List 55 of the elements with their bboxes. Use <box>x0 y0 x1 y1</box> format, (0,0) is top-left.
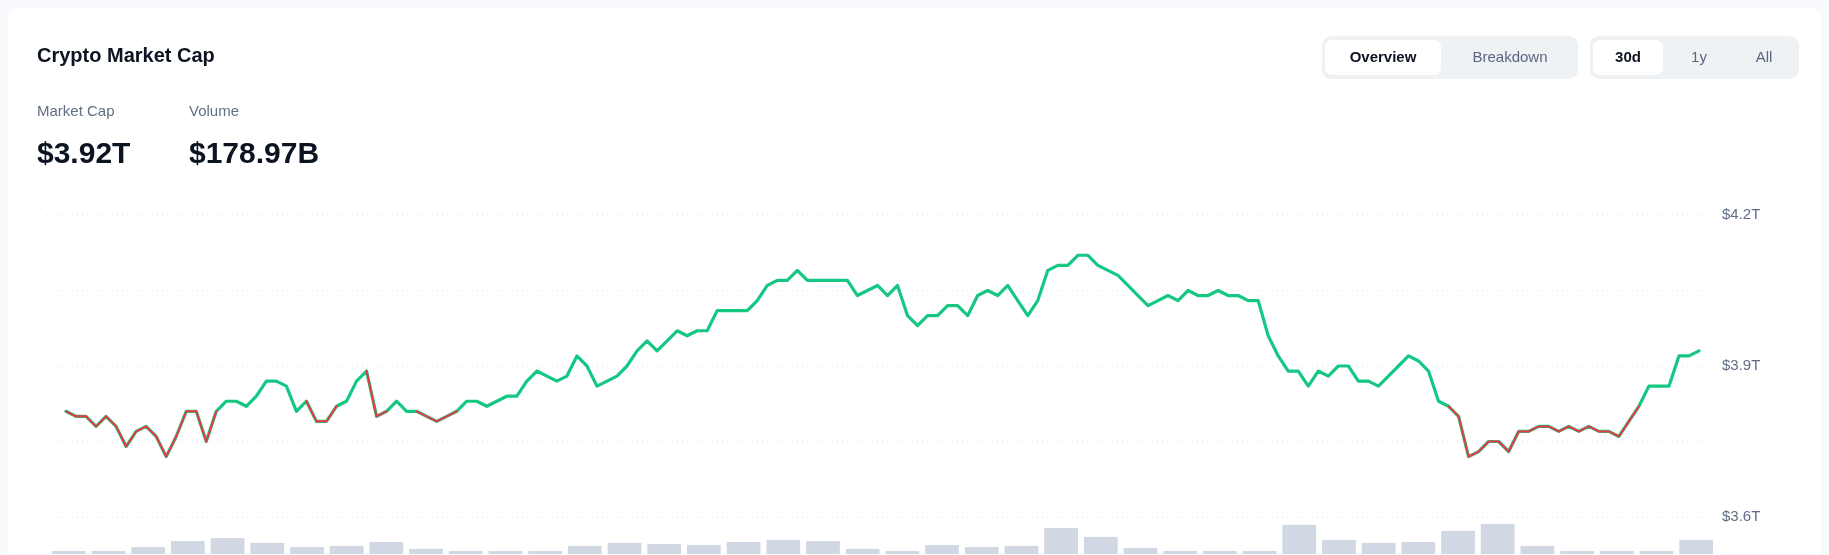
bar <box>1679 539 1714 554</box>
bar <box>1441 530 1475 554</box>
chart-title: Crypto Market Cap <box>37 44 215 67</box>
text: 1y <box>1691 47 1708 65</box>
y-tick-label: $3.6T <box>1722 506 1761 524</box>
bar <box>51 551 86 554</box>
bar <box>488 551 523 554</box>
bar <box>329 545 364 554</box>
bar <box>210 538 245 554</box>
bar <box>1203 551 1237 554</box>
bar <box>1004 545 1039 554</box>
bar <box>1599 551 1634 554</box>
bar <box>448 551 483 554</box>
bar <box>131 547 166 554</box>
bar <box>409 548 443 554</box>
bar <box>1361 542 1396 554</box>
text: Market Cap <box>37 101 115 119</box>
bar <box>1480 524 1515 554</box>
bar <box>171 541 205 554</box>
bar <box>726 542 761 554</box>
bar <box>250 542 285 554</box>
bar <box>528 551 562 554</box>
bar <box>1242 551 1277 554</box>
bar <box>964 547 999 554</box>
text: $178.97B <box>189 135 320 169</box>
bar <box>925 545 959 554</box>
text: $3.92T <box>37 135 131 169</box>
bar <box>567 545 602 554</box>
text: Overview <box>1349 47 1417 65</box>
y-tick-label: $4.2T <box>1722 204 1761 222</box>
bar <box>845 548 880 554</box>
bar <box>806 541 840 554</box>
bar <box>1639 551 1674 554</box>
bar <box>1123 548 1158 554</box>
bar <box>91 551 126 554</box>
bar <box>369 542 404 554</box>
bar <box>1322 539 1356 554</box>
bar <box>766 539 801 554</box>
bar <box>687 545 721 554</box>
y-tick-label: $3.9T <box>1722 355 1761 373</box>
bar <box>1083 536 1118 554</box>
bar <box>607 542 642 554</box>
bar <box>1163 551 1198 554</box>
bar <box>1560 551 1594 554</box>
text: Breakdown <box>1472 47 1548 65</box>
text: All <box>1755 47 1773 65</box>
bar <box>647 544 682 554</box>
bar <box>1401 542 1436 554</box>
bar <box>290 547 324 554</box>
text: 30d <box>1615 47 1641 65</box>
bar <box>1044 527 1078 554</box>
bar <box>885 551 920 554</box>
bar <box>1520 545 1555 554</box>
bar <box>1282 524 1317 554</box>
text: Volume <box>189 101 240 119</box>
